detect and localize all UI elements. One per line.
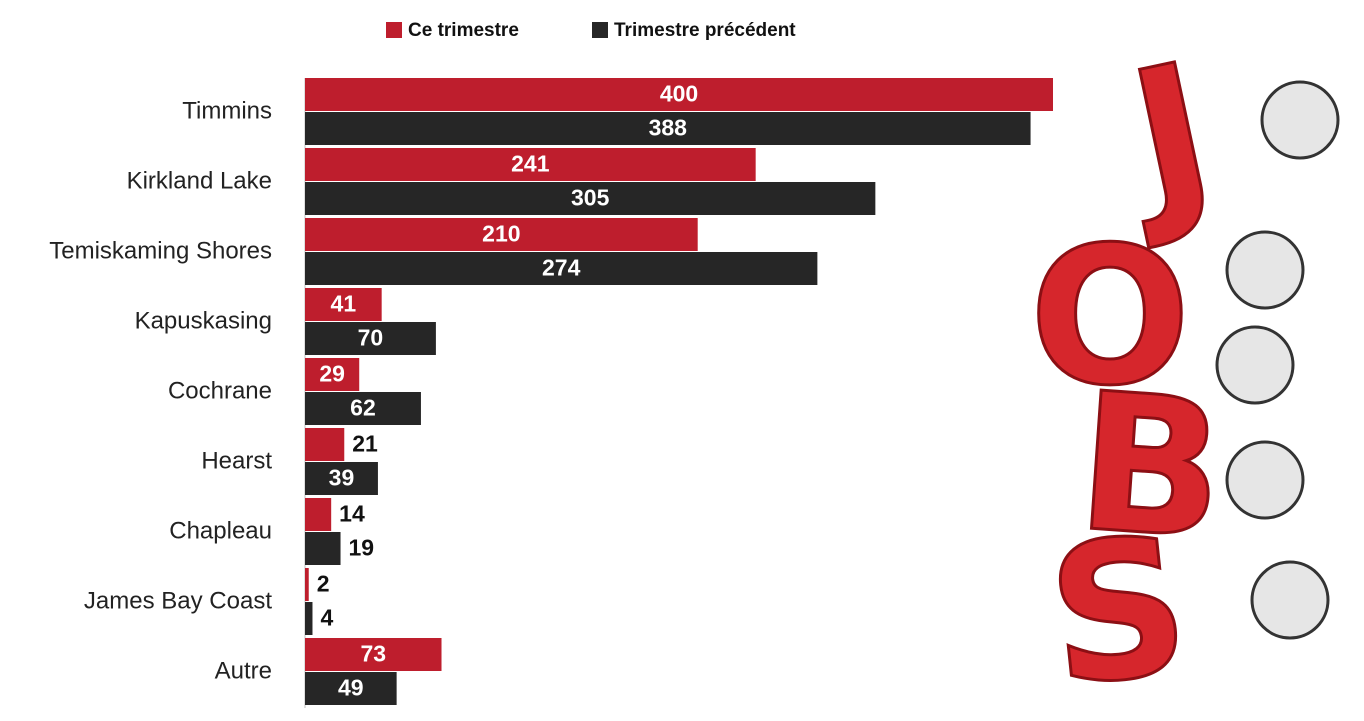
data-label: 305 xyxy=(571,185,610,211)
y-tick-label: Cochrane xyxy=(168,377,272,404)
y-tick-label: Autre xyxy=(215,657,272,684)
y-tick-label: Timmins xyxy=(182,97,272,124)
data-label: 388 xyxy=(649,115,688,141)
legend-label: Trimestre précédent xyxy=(614,20,796,41)
bar xyxy=(305,532,341,565)
figure-head xyxy=(1262,82,1338,158)
figure-head xyxy=(1252,562,1328,638)
data-label: 2 xyxy=(317,571,330,597)
data-label: 210 xyxy=(482,221,520,247)
bar xyxy=(305,498,331,531)
legend-swatch xyxy=(592,22,608,38)
data-label: 29 xyxy=(319,361,345,387)
bar xyxy=(305,428,344,461)
legend-swatch xyxy=(386,22,402,38)
data-label: 39 xyxy=(329,465,355,491)
y-tick-label: Chapleau xyxy=(169,517,272,544)
figure-head xyxy=(1227,232,1303,308)
data-label: 41 xyxy=(331,291,357,317)
chart: JOBS Ce trimestre Trimestre précédent Timm… xyxy=(0,0,1364,721)
y-tick-label: Kapuskasing xyxy=(135,307,272,334)
data-label: 241 xyxy=(511,151,550,177)
data-label: 14 xyxy=(339,501,365,527)
data-label: 49 xyxy=(338,675,364,701)
data-label: 21 xyxy=(352,431,378,457)
illustration-letter: S xyxy=(1039,495,1198,721)
data-label: 4 xyxy=(320,605,333,631)
data-label: 274 xyxy=(542,255,581,281)
y-tick-label: Kirkland Lake xyxy=(127,167,272,194)
data-label: 19 xyxy=(349,535,375,561)
data-label: 400 xyxy=(660,81,698,107)
y-tick-label: Temiskaming Shores xyxy=(49,237,272,264)
y-tick-label: James Bay Coast xyxy=(84,587,272,614)
figure-head xyxy=(1227,442,1303,518)
data-label: 73 xyxy=(360,641,386,667)
bar xyxy=(305,602,312,635)
legend-label: Ce trimestre xyxy=(408,20,519,41)
bar xyxy=(305,568,309,601)
y-tick-label: Hearst xyxy=(201,447,272,474)
data-label: 70 xyxy=(358,325,384,351)
data-label: 62 xyxy=(350,395,376,421)
figure-head xyxy=(1217,327,1293,403)
